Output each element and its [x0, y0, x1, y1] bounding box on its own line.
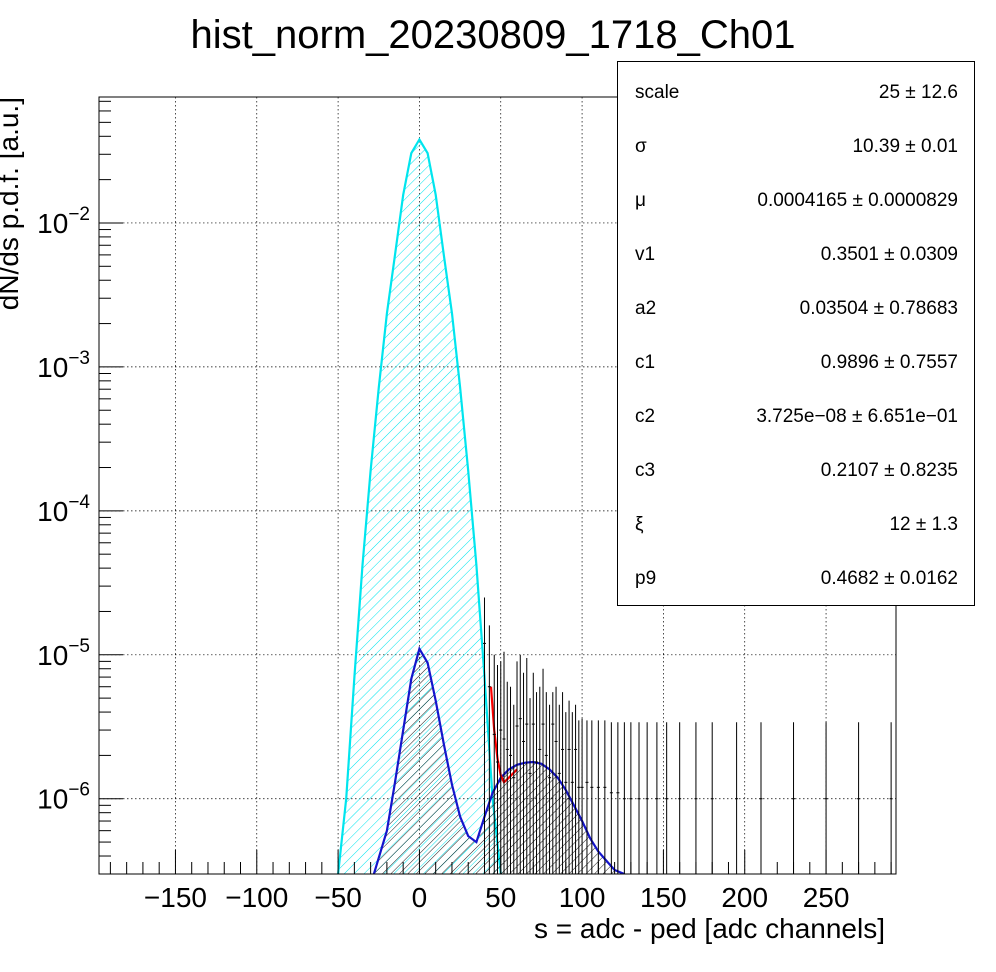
- y-axis-label: dN/ds p.d.f. [a.u.]: [0, 97, 24, 310]
- stat-name: c2: [635, 406, 656, 427]
- stat-value: 10.39 ± 0.01: [852, 136, 958, 157]
- x-tick-label: 200: [721, 882, 768, 913]
- stat-name: σ: [635, 136, 647, 157]
- y-tick-label: 10−4: [37, 492, 90, 527]
- stat-row: v1 0.3501 ± 0.0309: [618, 240, 974, 270]
- stat-value: 3.725e−08 ± 6.651e−01: [756, 406, 958, 427]
- stat-name: scale: [635, 82, 680, 103]
- y-tick-label: 10−2: [37, 204, 90, 239]
- y-tick-label: 10−6: [37, 780, 90, 815]
- stat-value: 12 ± 1.3: [889, 514, 958, 535]
- stat-name: c1: [635, 352, 656, 373]
- axis-ticks: [99, 100, 892, 875]
- y-tick-labels: 10−6 10−5 10−4 10−3 10−2: [37, 204, 90, 815]
- stat-name: ξ: [635, 514, 644, 535]
- stat-row: μ 0.0004165 ± 0.0000829: [618, 186, 974, 216]
- cyan-fit-curve: [337, 137, 502, 874]
- x-tick-label: 150: [640, 882, 687, 913]
- x-tick-label: 100: [559, 882, 606, 913]
- stat-value: 0.0004165 ± 0.0000829: [757, 190, 958, 211]
- stat-value: 0.4682 ± 0.0162: [820, 568, 958, 589]
- stat-row: scale 25 ± 12.6: [618, 78, 974, 108]
- stat-value: 25 ± 12.6: [878, 82, 958, 103]
- stat-row: ξ 12 ± 1.3: [618, 510, 974, 540]
- x-tick-label: −150: [144, 882, 207, 913]
- stat-row: c1 0.9896 ± 0.7557: [618, 348, 974, 378]
- stat-name: μ: [635, 190, 646, 211]
- stat-row: a2 0.03504 ± 0.78683: [618, 294, 974, 324]
- blue-fit-curve-fill: [373, 648, 625, 874]
- x-axis-label: s = adc - ped [adc channels]: [534, 913, 885, 944]
- stat-row: σ 10.39 ± 0.01: [618, 132, 974, 162]
- stat-row: c3 0.2107 ± 0.8235: [618, 456, 974, 486]
- stat-name: a2: [635, 298, 657, 319]
- x-tick-label: 250: [803, 882, 850, 913]
- cyan-fit-curve-fill: [338, 139, 501, 874]
- stat-value: 0.2107 ± 0.8235: [820, 460, 958, 481]
- chart-title: hist_norm_20230809_1718_Ch01: [191, 13, 796, 57]
- y-tick-label: 10−5: [37, 636, 90, 671]
- stat-row: p9 0.4682 ± 0.0162: [618, 564, 974, 594]
- stat-name: c3: [635, 460, 656, 481]
- x-tick-label: −50: [314, 882, 362, 913]
- x-tick-label: 0: [412, 882, 428, 913]
- stat-value: 0.9896 ± 0.7557: [820, 352, 958, 373]
- y-tick-label: 10−3: [37, 348, 90, 383]
- stat-value: 0.03504 ± 0.78683: [799, 298, 958, 319]
- x-tick-labels: −150 −100 −50 0 50 100 150 200 250: [144, 882, 850, 913]
- x-tick-label: −100: [225, 882, 288, 913]
- stat-value: 0.3501 ± 0.0309: [820, 244, 958, 265]
- stat-row: c2 3.725e−08 ± 6.651e−01: [618, 402, 974, 432]
- fit-parameters-box: scale 25 ± 12.6 σ 10.39 ± 0.01 μ 0.0004165 ± …: [617, 61, 975, 606]
- data-histogram: [482, 597, 893, 874]
- stat-name: v1: [635, 244, 656, 265]
- stat-name: p9: [635, 568, 657, 589]
- x-tick-label: 50: [485, 882, 516, 913]
